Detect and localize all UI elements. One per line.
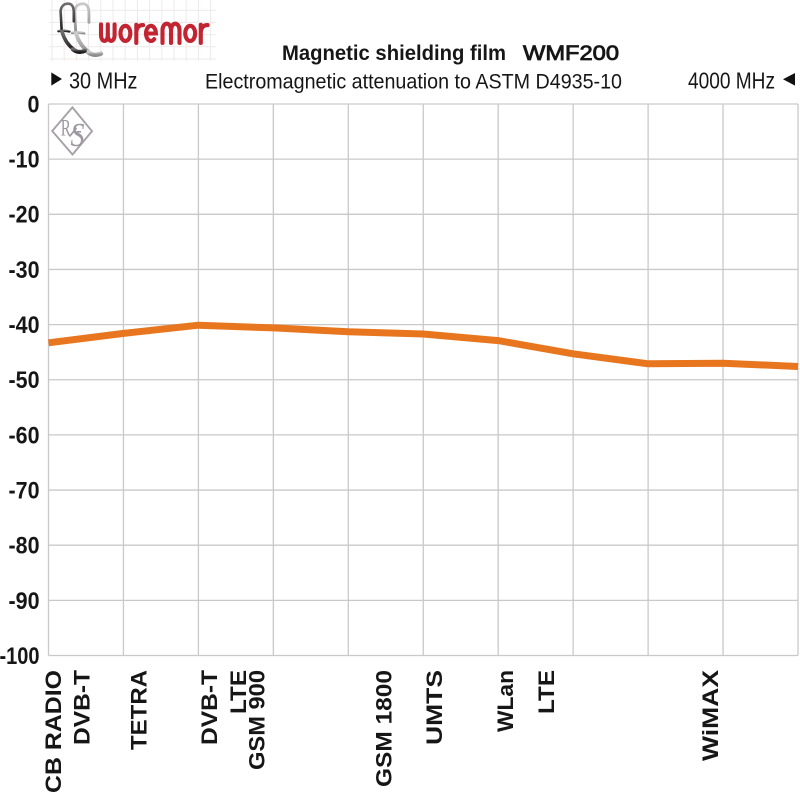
svg-text:-50: -50 [9, 367, 40, 394]
svg-text:WiMAX: WiMAX [698, 670, 723, 761]
svg-text:0: 0 [28, 91, 40, 118]
svg-text:DVB-T: DVB-T [197, 669, 222, 745]
svg-text:-100: -100 [0, 643, 40, 670]
svg-text:R: R [61, 116, 71, 141]
svg-text:LTE: LTE [226, 670, 251, 714]
svg-text:Electromagnetic attenuation to: Electromagnetic attenuation to ASTM D493… [205, 70, 622, 94]
svg-text:4000 MHz: 4000 MHz [688, 68, 775, 94]
svg-text:S: S [71, 117, 85, 154]
svg-text:Magnetic shielding film: Magnetic shielding film [282, 41, 506, 65]
svg-text:-60: -60 [9, 422, 40, 449]
svg-text:-40: -40 [9, 312, 40, 339]
svg-text:-70: -70 [9, 477, 40, 504]
svg-text:WLan: WLan [493, 670, 518, 732]
svg-text:TETRA: TETRA [127, 670, 152, 750]
svg-text:LTE: LTE [534, 670, 559, 714]
svg-text:-30: -30 [9, 257, 40, 284]
svg-text:-10: -10 [9, 147, 40, 174]
svg-text:GSM 1800: GSM 1800 [371, 670, 396, 787]
svg-text:-90: -90 [9, 588, 40, 615]
svg-text:WMF200: WMF200 [523, 41, 619, 65]
svg-text:30 MHz: 30 MHz [69, 68, 138, 94]
svg-text:CB RADIO: CB RADIO [41, 670, 66, 793]
svg-text:UMTS: UMTS [422, 670, 447, 745]
svg-text:-20: -20 [9, 202, 40, 229]
svg-text:GSM 900: GSM 900 [245, 670, 270, 770]
svg-text:-80: -80 [9, 533, 40, 560]
svg-text:DVB-T: DVB-T [69, 669, 94, 745]
